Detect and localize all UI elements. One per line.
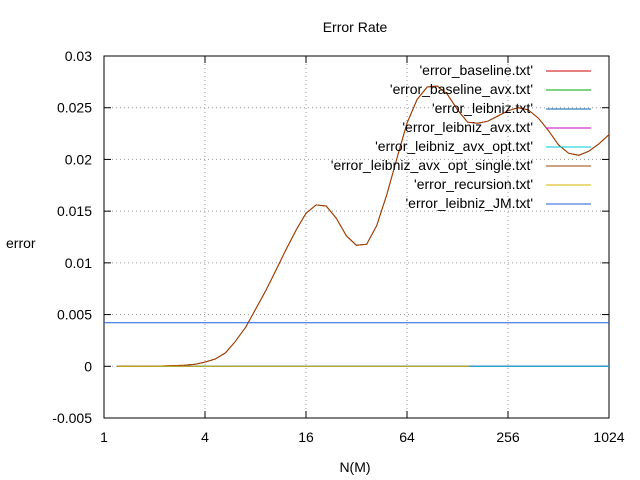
x-tick-label: 1 xyxy=(100,429,108,445)
plot-frame xyxy=(103,55,610,419)
y-tick-label: 0.015 xyxy=(57,203,92,219)
y-tick-label: 0.03 xyxy=(65,48,92,64)
x-tick-label: 16 xyxy=(298,429,314,445)
chart-title: Error Rate xyxy=(323,19,388,35)
grid-lines xyxy=(104,56,609,418)
y-axis-label: error xyxy=(6,235,36,251)
legend-label: 'error_leibniz_avx_opt_single.txt' xyxy=(331,157,533,173)
legend-label: 'error_leibniz_JM.txt' xyxy=(406,195,534,211)
series-line-0 xyxy=(117,85,610,367)
legend-label: 'error_leibniz_avx.txt' xyxy=(402,119,533,135)
y-tick-label: 0.025 xyxy=(57,100,92,116)
series-layer xyxy=(104,85,610,367)
x-tick-label: 256 xyxy=(496,429,520,445)
x-tick-label: 64 xyxy=(399,429,415,445)
series-line-5 xyxy=(117,85,610,367)
y-tick-label: -0.005 xyxy=(52,410,92,426)
axis-ticks: 1 4 16 64 256 1024 -0.005 0 0.005 0.01 0.015 0.02 0.… xyxy=(52,48,624,445)
legend-label: 'error_recursion.txt' xyxy=(414,176,533,192)
legend-label: 'error_baseline.txt' xyxy=(419,62,533,78)
y-tick-label: 0 xyxy=(84,358,92,374)
legend-label: 'error_leibniz.txt' xyxy=(432,100,533,116)
legend-label: 'error_leibniz_avx_opt.txt' xyxy=(375,138,533,154)
legend-label: 'error_baseline_avx.txt' xyxy=(390,81,533,97)
y-tick-label: 0.01 xyxy=(65,255,92,271)
legend: 'error_baseline.txt' 'error_baseline_avx.… xyxy=(331,62,591,211)
x-tick-label: 4 xyxy=(201,429,209,445)
x-axis-label: N(M) xyxy=(339,459,370,475)
x-tick-label: 1024 xyxy=(593,429,624,445)
y-tick-label: 0.02 xyxy=(65,151,92,167)
y-tick-label: 0.005 xyxy=(57,307,92,323)
